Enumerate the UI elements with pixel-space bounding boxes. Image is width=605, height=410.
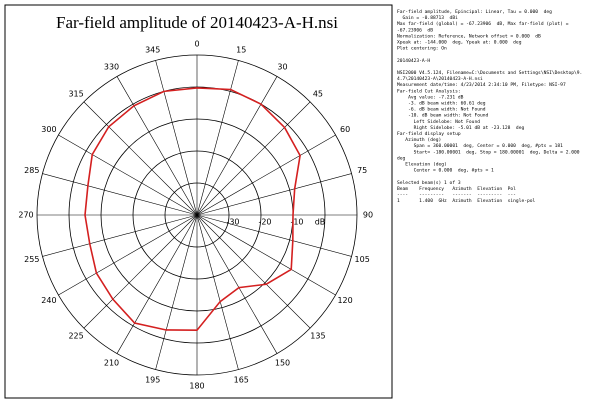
r-tick-label: -30 [226, 218, 239, 227]
theta-tick-label: 255 [24, 255, 39, 264]
info-line: Azimuth (deg) [397, 137, 441, 143]
theta-tick-label: 195 [145, 376, 160, 385]
info-line: Plot centering: On [397, 46, 447, 52]
spoke [196, 214, 336, 296]
theta-tick-label: 240 [41, 296, 56, 305]
theta-tick-label: 45 [313, 90, 323, 99]
info-line: Far-field Cut Analysis: [397, 88, 461, 94]
theta-tick-label: 120 [337, 296, 352, 305]
theta-tick-label: 330 [104, 62, 119, 71]
chart-title: Far-field amplitude of 20140423-A-H.nsi [56, 13, 338, 32]
spoke [58, 214, 198, 296]
theta-tick-label: 210 [104, 359, 119, 368]
info-line: -10. dB beam width: Not Found [397, 113, 489, 119]
r-unit-label: dB [315, 218, 326, 227]
spoke [196, 76, 278, 216]
spoke [196, 214, 278, 354]
info-line: Elevation (deg) [397, 162, 447, 168]
r-tick-label: -20 [258, 218, 271, 227]
info-line: Far-field display setup [397, 131, 461, 137]
spoke [196, 60, 239, 216]
info-line: Left Sidelobe: Not Found [397, 119, 480, 125]
info-line: Gain = -0.88713 dBi [397, 15, 458, 21]
spoke [83, 214, 198, 329]
info-line: Far-field amplitude, Epincipal: Linear, … [397, 9, 552, 15]
info-line: Center = 0.000 deg, #pts = 1 [397, 168, 494, 174]
theta-tick-label: 30 [277, 62, 287, 71]
theta-tick-label: 285 [24, 166, 39, 175]
info-line: Beam Frequency Azimuth Elevation Pol [397, 186, 516, 192]
info-line: Max far-field (global) = -67.23906 dB, M… [397, 21, 569, 27]
info-line: Start= -180.00001 deg, Stop = 180.00001 … [397, 149, 580, 155]
spoke [155, 60, 198, 216]
info-line: -3. dB beam width: 60.61 deg [397, 101, 486, 107]
spoke [196, 134, 336, 216]
info-line: 4.7\20140423-A\20140423-A-H.nsi [397, 76, 483, 82]
theta-tick-label: 300 [41, 125, 56, 134]
spoke [196, 101, 311, 216]
theta-tick-label: 0 [194, 40, 199, 49]
spoke [83, 101, 198, 216]
theta-tick-label: 90 [363, 211, 373, 220]
info-line: Measurement date/time: 4/23/2014 2:34:10… [397, 82, 566, 88]
info-line: Normalization: Reference, Network offset… [397, 33, 541, 39]
theta-tick-label: 75 [357, 166, 367, 175]
spoke [196, 214, 239, 370]
spoke [42, 214, 198, 257]
theta-tick-label: 345 [145, 45, 160, 54]
info-line: 20140423-A-H [397, 58, 430, 64]
theta-tick-label: 165 [234, 376, 249, 385]
theta-tick-label: 105 [355, 255, 370, 264]
theta-tick-label: 150 [275, 359, 290, 368]
r-tick-label: -10 [290, 218, 303, 227]
spoke [196, 173, 352, 216]
info-line: -67.23906 dB [397, 27, 433, 33]
chart-frame [4, 4, 393, 399]
theta-tick-label: 135 [310, 331, 325, 340]
info-line: Xpeak at: -144.000 deg, Ypeak at: 0.000 … [397, 40, 522, 46]
spoke [116, 76, 198, 216]
theta-tick-label: 60 [340, 125, 350, 134]
spoke [196, 214, 311, 329]
info-line: Right Sidelobe: -5.01 dB at -23.128 deg [397, 125, 524, 131]
theta-tick-label: 270 [18, 211, 33, 220]
info-line: 1 1.400 GHz Azimuth Elevation single-pol [397, 198, 536, 204]
spoke [42, 173, 198, 216]
spoke [196, 214, 352, 257]
spoke [58, 134, 198, 216]
theta-tick-label: 180 [189, 382, 204, 391]
info-line: Selected beam(s) 1 of 3 [397, 180, 461, 186]
spoke [155, 214, 198, 370]
info-line: Span = 360.00001 deg, Center = 0.000 deg… [397, 143, 563, 149]
spoke [116, 214, 198, 354]
info-line: ---- --------- ------- --------- --- [397, 193, 516, 198]
theta-tick-label: 15 [236, 45, 246, 54]
theta-tick-label: 315 [68, 90, 83, 99]
info-line: deg [397, 155, 406, 161]
info-line: -6. dB beam width: Not Found [397, 107, 486, 113]
info-line: Avg value: -7.231 dB [397, 94, 464, 100]
info-line: NSI2000 V4.5.124, Filename=C:\Documents … [397, 70, 582, 76]
pattern-line [84, 87, 301, 332]
theta-tick-label: 225 [68, 331, 83, 340]
